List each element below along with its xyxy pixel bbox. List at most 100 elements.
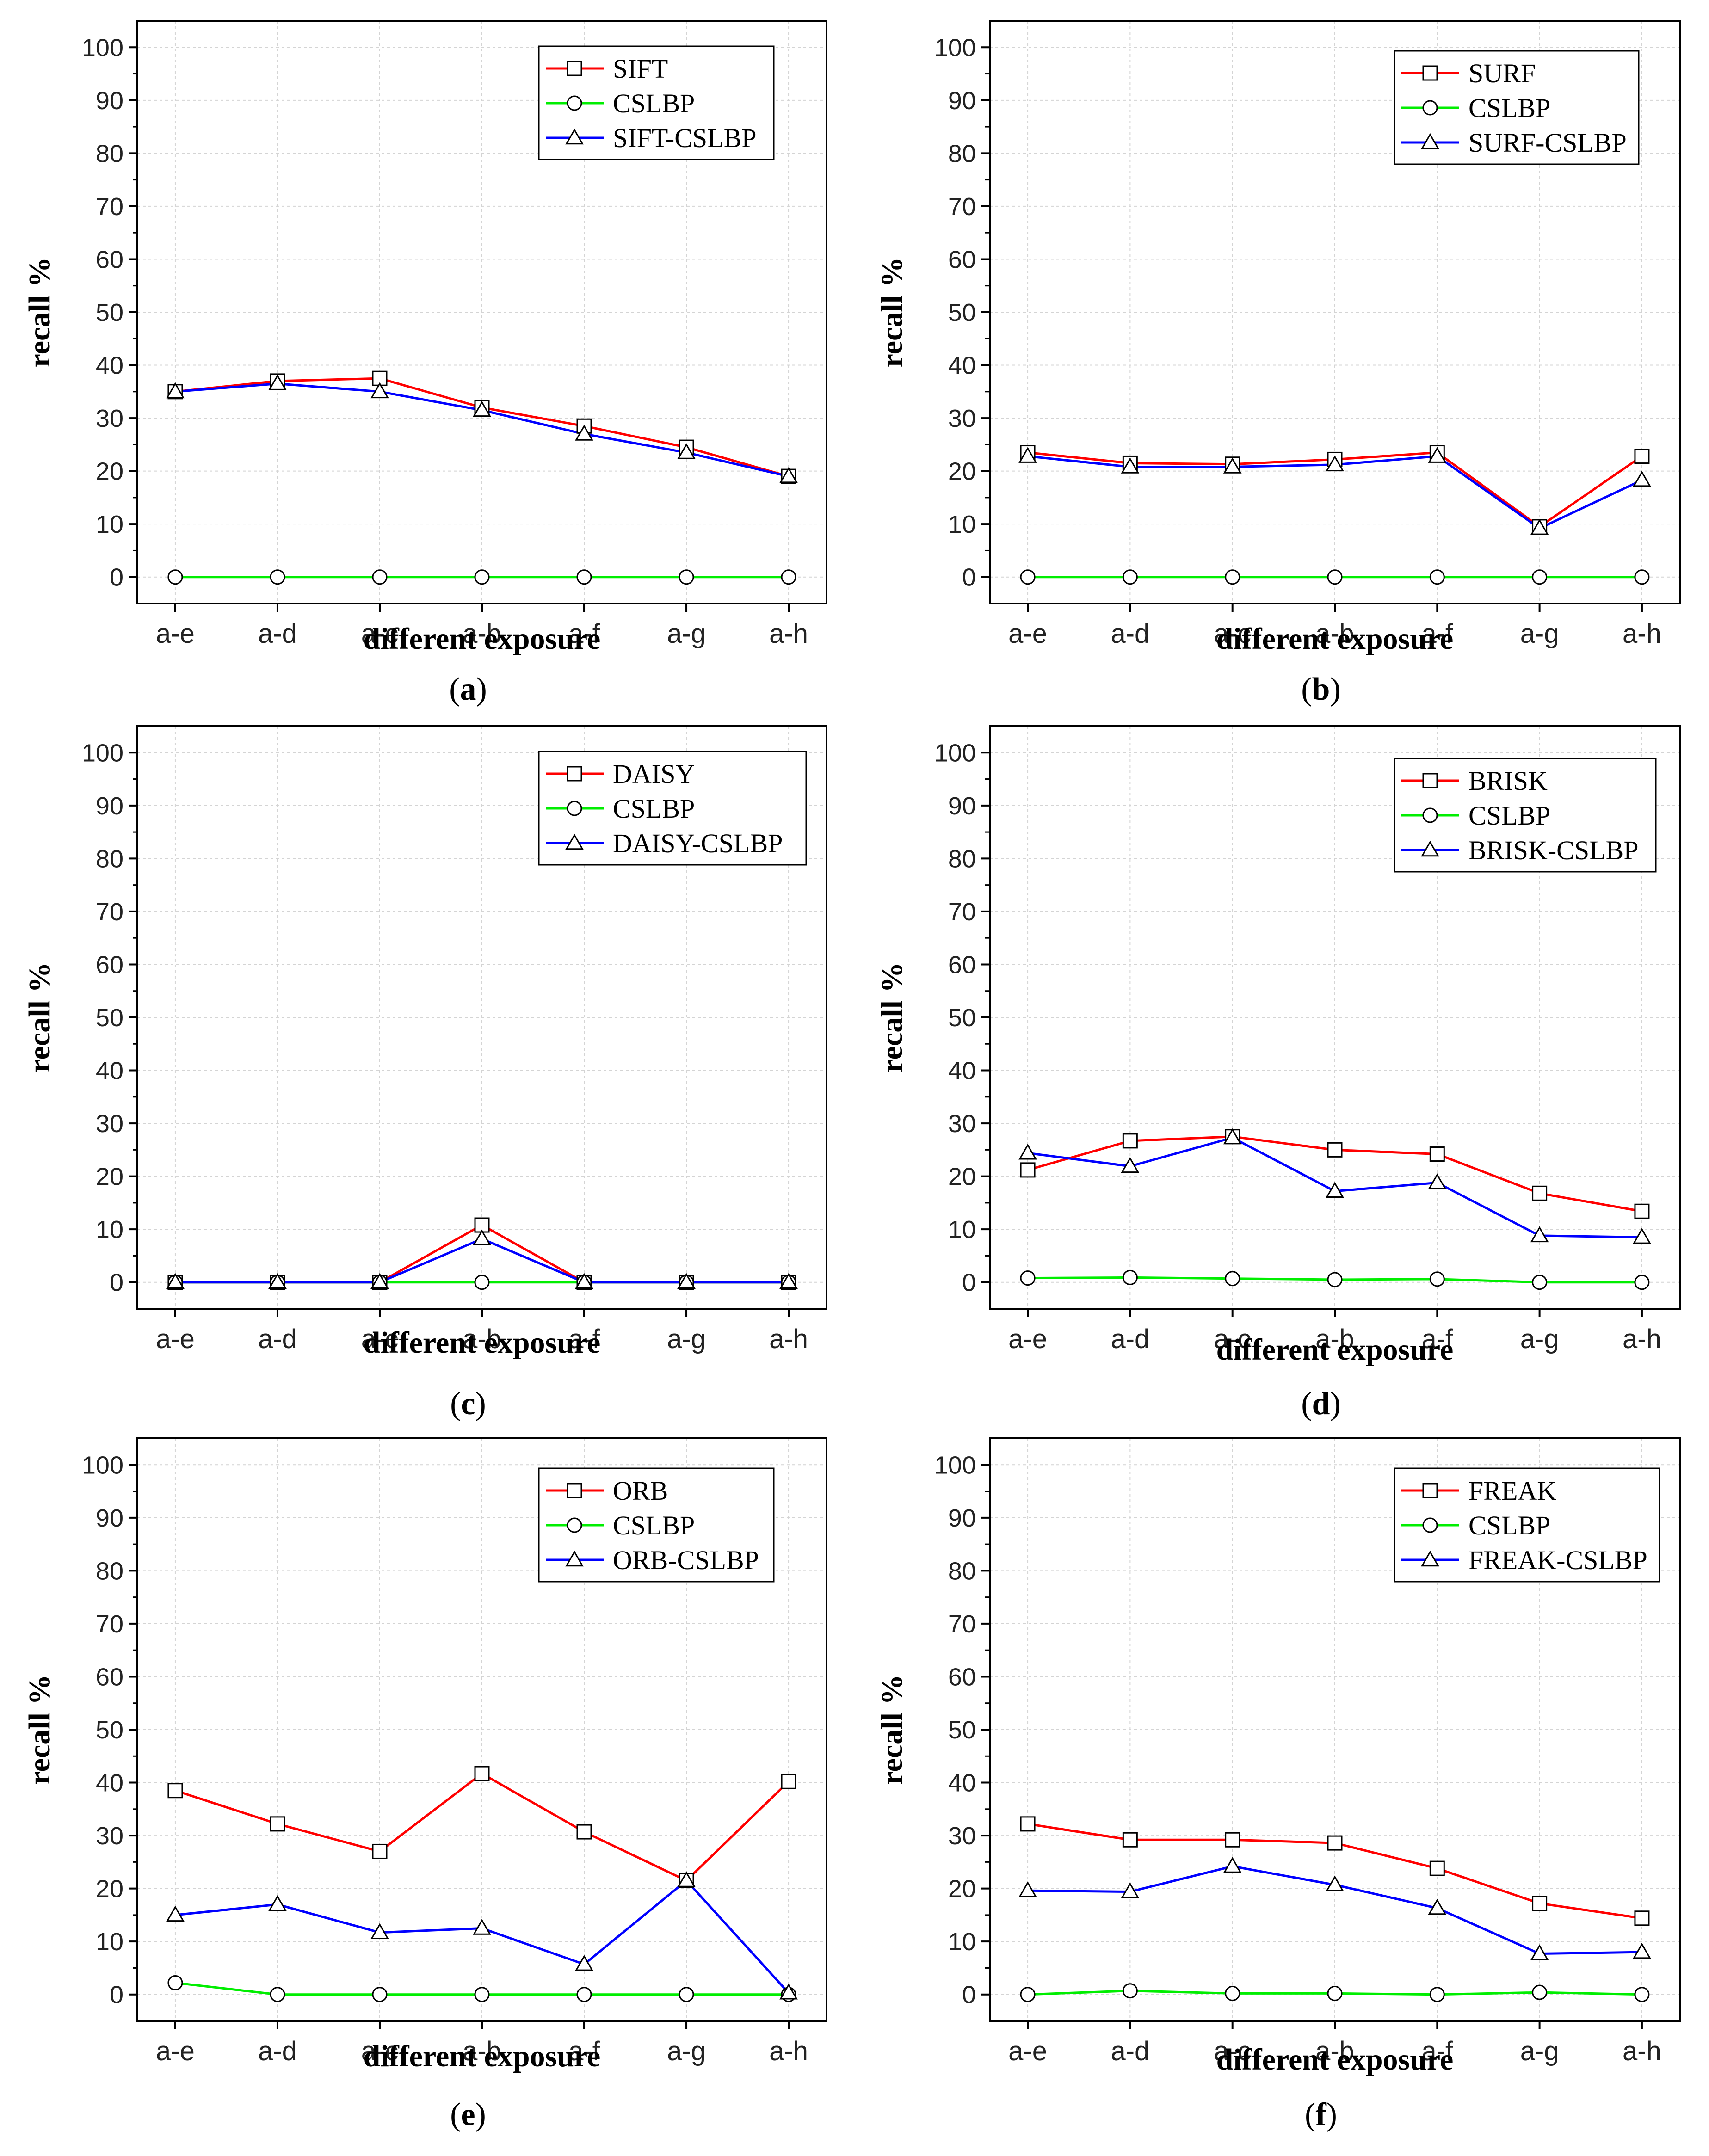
legend-label: SIFT [613, 54, 668, 84]
chart-panel-c: 0 10 20 30 40 50 60 70 80 90 100 a-e a-d a-c a-b a-f a-g… [23, 725, 827, 1422]
panel-letter: f [1315, 2097, 1326, 2132]
panel-letter: a [460, 671, 476, 707]
data-point-surf-cslbp [1633, 470, 1651, 487]
legend-marker [567, 1483, 582, 1498]
legend-marker [1421, 1550, 1439, 1567]
data-point-cslbp [474, 569, 490, 585]
data-point-surf [1634, 449, 1650, 464]
legend-marker [565, 833, 584, 850]
data-point-cslbp [1225, 1271, 1240, 1287]
y-tick-label: 30 [96, 1822, 123, 1850]
panel-letter: c [461, 1386, 475, 1422]
y-tick-label: 70 [948, 1610, 976, 1638]
legend-marker [1422, 1483, 1438, 1498]
data-point-surf-cslbp [1121, 457, 1140, 474]
data-point-cslbp [1122, 569, 1138, 585]
data-point-cslbp [1532, 1275, 1548, 1290]
data-point-orb-cslbp [473, 1919, 491, 1935]
data-point-freak-cslbp [1428, 1898, 1447, 1915]
y-tick-label: 40 [96, 1057, 123, 1085]
data-point-orb [372, 1843, 388, 1859]
y-tick-label: 70 [96, 1610, 123, 1638]
x-tick-label: a-f [1421, 1324, 1453, 1354]
data-point-sift-cslbp [779, 467, 798, 483]
x-axis-title: different exposure [364, 622, 601, 656]
legend-marker [567, 1517, 582, 1533]
data-point-cslbp [1532, 1984, 1548, 2000]
legend-marker [1421, 840, 1439, 857]
y-tick-label: 70 [96, 193, 123, 221]
data-point-cslbp [1532, 569, 1548, 585]
data-point-cslbp [1429, 1987, 1445, 2002]
y-tick-label: 0 [110, 1981, 123, 2009]
data-point-freak [1225, 1832, 1240, 1848]
data-point-cslbp [474, 1987, 490, 2002]
y-tick-label: 80 [948, 845, 976, 873]
data-point-brisk-cslbp [1326, 1182, 1344, 1198]
x-tick-label: a-h [769, 1324, 808, 1354]
data-point-cslbp [781, 569, 796, 585]
x-tick-label: a-g [1520, 1324, 1559, 1354]
panel-label: (a) [449, 671, 487, 707]
data-point-brisk [1122, 1133, 1138, 1149]
data-point-cslbp [1020, 569, 1036, 585]
legend-marker [1422, 1517, 1438, 1533]
panel-letter: b [1312, 671, 1330, 707]
data-point-surf-cslbp [1018, 447, 1037, 463]
y-tick-label: 70 [948, 898, 976, 926]
y-tick-label: 10 [948, 1216, 976, 1244]
data-point-sift-cslbp [268, 374, 287, 390]
y-tick-label: 0 [962, 1981, 976, 2009]
legend-marker [565, 1550, 584, 1567]
y-tick-label: 0 [110, 564, 123, 591]
y-tick-label: 50 [96, 1004, 123, 1032]
data-point-cslbp [1020, 1987, 1036, 2002]
data-point-cslbp [679, 569, 694, 585]
data-point-orb-cslbp [779, 1984, 798, 2000]
data-point-brisk-cslbp [1633, 1228, 1651, 1244]
y-tick-label: 40 [96, 1769, 123, 1797]
x-tick-label: a-e [1008, 619, 1047, 649]
data-point-cslbp [1327, 1985, 1343, 2001]
data-point-sift-cslbp [370, 382, 389, 399]
y-tick-label: 80 [96, 845, 123, 873]
x-tick-label: a-e [156, 619, 195, 649]
data-point-freak-cslbp [1223, 1857, 1242, 1873]
y-tick-label: 80 [96, 1557, 123, 1585]
x-tick-label: a-d [258, 619, 297, 649]
data-point-cslbp [1634, 569, 1650, 585]
series-line-sift-cslbp [175, 382, 789, 478]
y-tick-label: 20 [948, 1875, 976, 1903]
y-tick-label: 40 [948, 1057, 976, 1085]
x-tick-label: a-e [156, 1324, 195, 1354]
data-point-surf-cslbp [1223, 457, 1242, 474]
panel-label: (d) [1301, 1386, 1341, 1422]
legend-label: CSLBP [1468, 801, 1550, 831]
data-point-sift-cslbp [166, 382, 185, 399]
data-point-freak [1429, 1860, 1445, 1876]
y-tick-label: 70 [96, 898, 123, 926]
data-point-cslbp [1225, 1985, 1240, 2001]
y-tick-label: 50 [948, 1716, 976, 1744]
data-point-cslbp [167, 569, 183, 585]
data-point-brisk [1634, 1203, 1650, 1219]
y-tick-label: 20 [948, 1163, 976, 1191]
data-point-daisy-cslbp [677, 1273, 696, 1289]
y-tick-label: 90 [96, 792, 123, 820]
x-tick-label: a-g [667, 1324, 706, 1354]
x-tick-label: a-e [156, 2036, 195, 2066]
x-tick-label: a-d [1111, 2036, 1149, 2066]
y-tick-label: 80 [96, 140, 123, 167]
data-point-brisk [1532, 1185, 1548, 1201]
y-axis-title: recall % [23, 962, 56, 1073]
x-tick-label: a-h [1623, 1324, 1661, 1354]
x-tick-label: a-c [1214, 1324, 1251, 1354]
x-axis-title: different exposure [1216, 1333, 1454, 1367]
data-point-sift-cslbp [575, 425, 593, 441]
legend-label: CSLBP [613, 88, 695, 118]
x-tick-label: a-f [568, 1324, 600, 1354]
data-point-cslbp [474, 1275, 490, 1290]
y-tick-label: 90 [948, 792, 976, 820]
x-tick-label: a-g [667, 619, 706, 649]
data-point-orb [167, 1783, 183, 1799]
